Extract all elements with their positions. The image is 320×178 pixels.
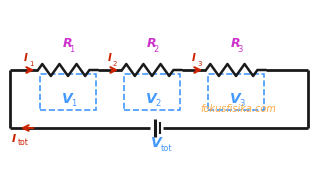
Text: 2: 2: [113, 61, 117, 67]
Bar: [40, 74, 96, 110]
Text: tot: tot: [18, 138, 29, 147]
Text: R: R: [63, 37, 73, 50]
Text: V: V: [230, 92, 241, 106]
Bar: [124, 74, 180, 110]
Text: V: V: [146, 92, 157, 106]
Text: tot: tot: [161, 144, 172, 153]
Text: 1: 1: [29, 61, 34, 67]
Text: fokusfisika.com: fokusfisika.com: [200, 104, 276, 114]
Text: I: I: [192, 53, 196, 63]
Bar: [208, 74, 264, 110]
Text: I: I: [108, 53, 112, 63]
Text: 3: 3: [197, 61, 202, 67]
Text: I: I: [12, 134, 16, 144]
Text: 3: 3: [237, 45, 242, 54]
Text: 1: 1: [71, 99, 76, 108]
Text: R: R: [231, 37, 241, 50]
Text: I: I: [24, 53, 28, 63]
Text: R: R: [147, 37, 156, 50]
Text: V: V: [62, 92, 73, 106]
Text: 2: 2: [155, 99, 160, 108]
Text: V: V: [151, 136, 162, 150]
Text: 2: 2: [153, 45, 158, 54]
Text: 3: 3: [239, 99, 244, 108]
Text: 1: 1: [69, 45, 74, 54]
